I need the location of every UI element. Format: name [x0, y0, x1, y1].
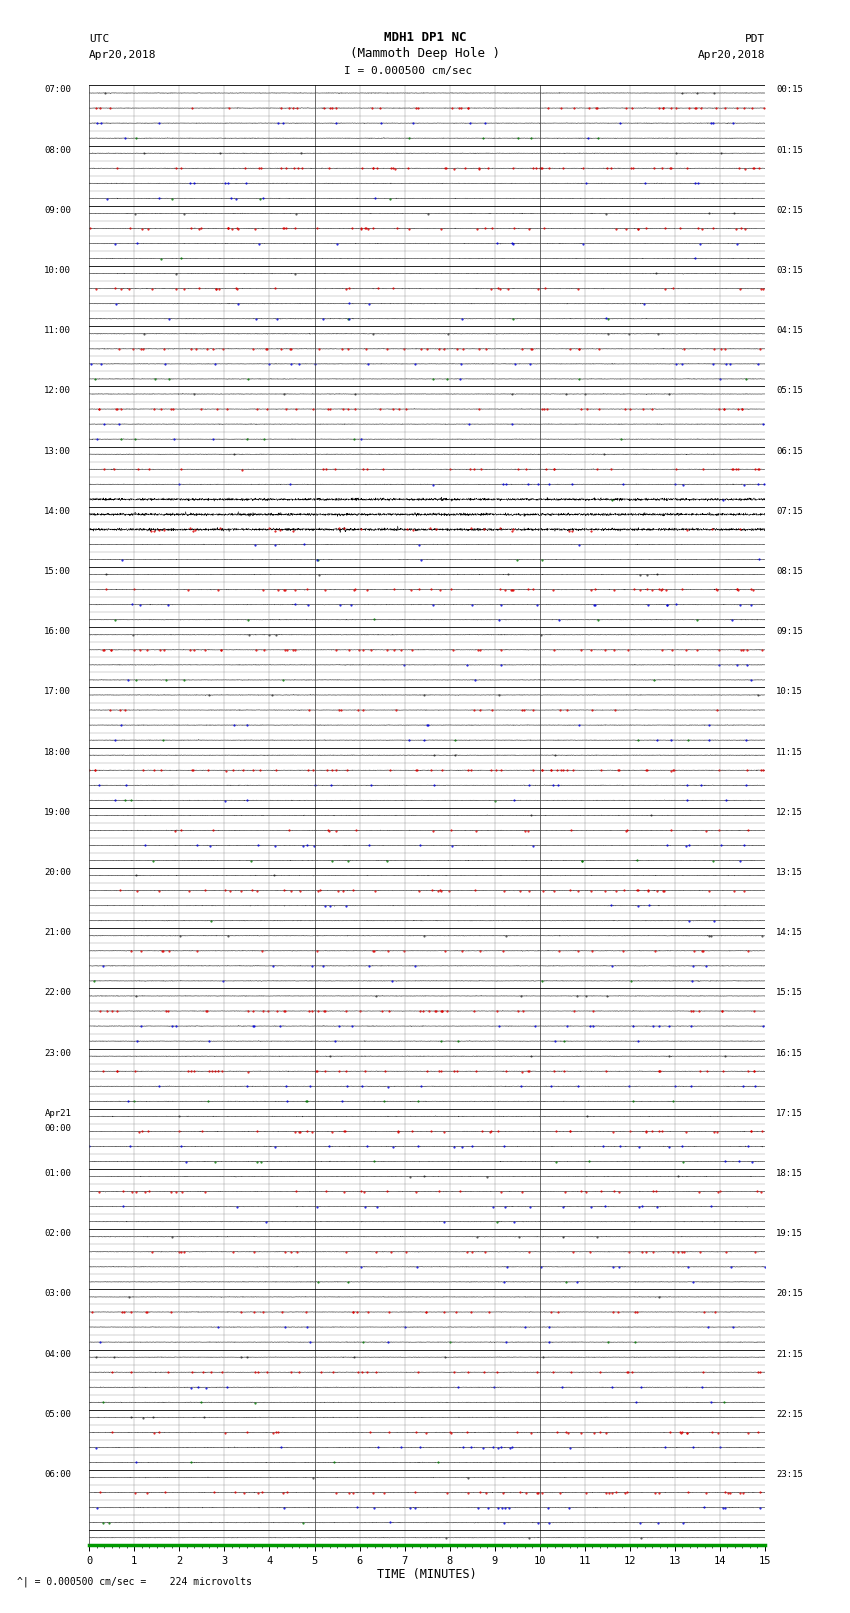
Text: 20:00: 20:00	[44, 868, 71, 877]
Text: 15:15: 15:15	[776, 989, 803, 997]
Text: 22:15: 22:15	[776, 1410, 803, 1419]
Text: 06:00: 06:00	[44, 1469, 71, 1479]
Text: 21:15: 21:15	[776, 1350, 803, 1358]
Text: 23:00: 23:00	[44, 1048, 71, 1058]
Text: PDT: PDT	[745, 34, 765, 44]
Text: 16:15: 16:15	[776, 1048, 803, 1058]
Text: 10:15: 10:15	[776, 687, 803, 697]
Text: 16:00: 16:00	[44, 627, 71, 636]
Text: I = 0.000500 cm/sec: I = 0.000500 cm/sec	[344, 66, 472, 76]
Text: 14:00: 14:00	[44, 506, 71, 516]
Text: 03:00: 03:00	[44, 1289, 71, 1298]
Text: 11:15: 11:15	[776, 748, 803, 756]
Text: 02:15: 02:15	[776, 206, 803, 215]
Text: 08:00: 08:00	[44, 145, 71, 155]
Text: 05:00: 05:00	[44, 1410, 71, 1419]
Text: 05:15: 05:15	[776, 387, 803, 395]
Text: 08:15: 08:15	[776, 568, 803, 576]
Text: 00:00: 00:00	[44, 1124, 71, 1132]
Text: 09:00: 09:00	[44, 206, 71, 215]
Text: ^| = 0.000500 cm/sec =    224 microvolts: ^| = 0.000500 cm/sec = 224 microvolts	[17, 1576, 252, 1587]
Text: 17:15: 17:15	[776, 1108, 803, 1118]
Text: 01:00: 01:00	[44, 1169, 71, 1177]
Text: Apr20,2018: Apr20,2018	[89, 50, 156, 60]
Text: Apr21: Apr21	[44, 1108, 71, 1118]
Text: 03:15: 03:15	[776, 266, 803, 276]
Text: (Mammoth Deep Hole ): (Mammoth Deep Hole )	[350, 47, 500, 60]
Text: 13:00: 13:00	[44, 447, 71, 455]
X-axis label: TIME (MINUTES): TIME (MINUTES)	[377, 1568, 477, 1581]
Text: UTC: UTC	[89, 34, 110, 44]
Text: 14:15: 14:15	[776, 927, 803, 937]
Text: MDH1 DP1 NC: MDH1 DP1 NC	[383, 31, 467, 44]
Text: 23:15: 23:15	[776, 1469, 803, 1479]
Text: Apr20,2018: Apr20,2018	[698, 50, 765, 60]
Text: 09:15: 09:15	[776, 627, 803, 636]
Text: 07:15: 07:15	[776, 506, 803, 516]
Text: 00:15: 00:15	[776, 85, 803, 95]
Text: 22:00: 22:00	[44, 989, 71, 997]
Text: 12:15: 12:15	[776, 808, 803, 816]
Text: 11:00: 11:00	[44, 326, 71, 336]
Text: 02:00: 02:00	[44, 1229, 71, 1239]
Text: 18:15: 18:15	[776, 1169, 803, 1177]
Text: 07:00: 07:00	[44, 85, 71, 95]
Text: 18:00: 18:00	[44, 748, 71, 756]
Text: 06:15: 06:15	[776, 447, 803, 455]
Text: 10:00: 10:00	[44, 266, 71, 276]
Text: 17:00: 17:00	[44, 687, 71, 697]
Text: 01:15: 01:15	[776, 145, 803, 155]
Text: 13:15: 13:15	[776, 868, 803, 877]
Text: 20:15: 20:15	[776, 1289, 803, 1298]
Text: 04:15: 04:15	[776, 326, 803, 336]
Text: 12:00: 12:00	[44, 387, 71, 395]
Text: 19:00: 19:00	[44, 808, 71, 816]
Text: 21:00: 21:00	[44, 927, 71, 937]
Text: 04:00: 04:00	[44, 1350, 71, 1358]
Text: 19:15: 19:15	[776, 1229, 803, 1239]
Text: 15:00: 15:00	[44, 568, 71, 576]
